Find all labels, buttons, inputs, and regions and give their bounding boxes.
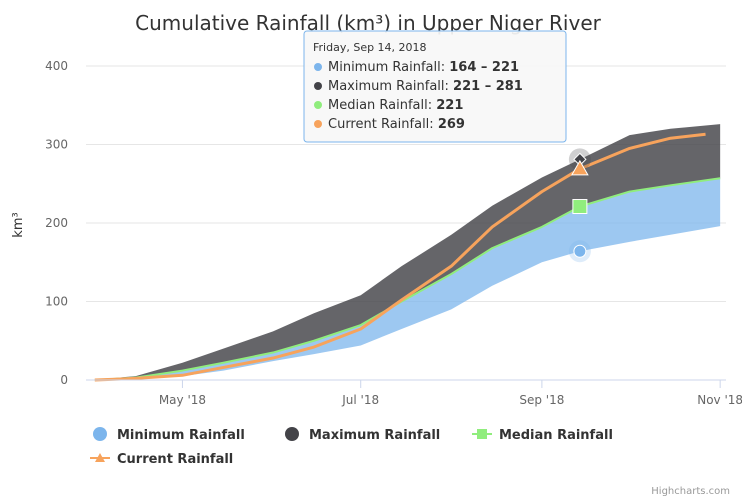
- legend-symbol: [95, 453, 105, 462]
- legend: Minimum Rainfall Maximum Rainfall Median R…: [90, 427, 613, 467]
- x-tick-label: Jul '18: [341, 393, 379, 407]
- tooltip-row-value: 221: [436, 98, 463, 113]
- legend-label: Median Rainfall: [499, 428, 613, 443]
- tooltip-bullet: [314, 82, 322, 90]
- legend-label: Maximum Rainfall: [309, 428, 440, 443]
- y-tick-label: 400: [45, 59, 68, 73]
- hover-markers: [568, 148, 591, 263]
- legend-item-minimum-rainfall[interactable]: Minimum Rainfall: [93, 427, 245, 443]
- x-tick-label: May '18: [159, 393, 206, 407]
- plot-area: [94, 124, 721, 382]
- legend-label: Current Rainfall: [117, 452, 233, 467]
- tooltip-row-label: Maximum Rainfall:: [328, 79, 453, 94]
- tooltip-bullet: [314, 63, 322, 71]
- tooltip-row-value: 221 – 281: [453, 79, 523, 94]
- tooltip-row-value: 164 – 221: [449, 60, 519, 75]
- tooltip-row: Minimum Rainfall: 164 – 221: [328, 60, 519, 75]
- median-rainfall-marker: [572, 199, 588, 215]
- maximum-rainfall-area: [94, 124, 721, 380]
- y-axis: 0 100 200 300 400: [45, 59, 68, 387]
- legend-label: Minimum Rainfall: [117, 428, 245, 443]
- legend-symbol: [477, 429, 487, 439]
- minimum-rainfall-area: [94, 178, 721, 380]
- current-rainfall-line: [94, 132, 706, 382]
- credits-link[interactable]: Highcharts.com: [651, 486, 730, 497]
- tooltip-row-label: Current Rainfall:: [328, 117, 438, 132]
- current-rainfall-marker: [571, 159, 589, 176]
- tooltip-bullet: [314, 120, 322, 128]
- tooltip-box: [303, 30, 567, 143]
- x-axis: May '18 Jul '18 Sep '18 Nov '18: [159, 380, 742, 407]
- y-axis-label: km³: [11, 212, 26, 237]
- legend-item-median-rainfall[interactable]: Median Rainfall: [472, 428, 613, 443]
- y-tick-label: 0: [60, 373, 68, 387]
- tooltip-row: Current Rainfall: 269: [328, 117, 465, 132]
- tooltip-bullet: [314, 101, 322, 109]
- x-tick-label: Nov '18: [697, 393, 742, 407]
- tooltip: Friday, Sep 14, 2018 Minimum Rainfall: 16…: [303, 30, 567, 143]
- tooltip-row-value: 269: [438, 117, 465, 132]
- y-tick-label: 100: [45, 295, 68, 309]
- legend-symbol: [285, 427, 299, 441]
- tooltip-row: Maximum Rainfall: 221 – 281: [328, 79, 523, 94]
- tooltip-header: Friday, Sep 14, 2018: [313, 41, 427, 54]
- x-tick-label: Sep '18: [519, 393, 564, 407]
- y-tick-label: 200: [45, 216, 68, 230]
- legend-symbol: [93, 427, 107, 441]
- tooltip-row-label: Median Rainfall:: [328, 98, 436, 113]
- legend-item-maximum-rainfall[interactable]: Maximum Rainfall: [285, 427, 440, 443]
- legend-item-current-rainfall[interactable]: Current Rainfall: [90, 452, 233, 467]
- minimum-rainfall-marker: [573, 244, 587, 258]
- tooltip-row: Median Rainfall: 221: [328, 98, 463, 113]
- y-tick-label: 300: [45, 138, 68, 152]
- tooltip-row-label: Minimum Rainfall:: [328, 60, 449, 75]
